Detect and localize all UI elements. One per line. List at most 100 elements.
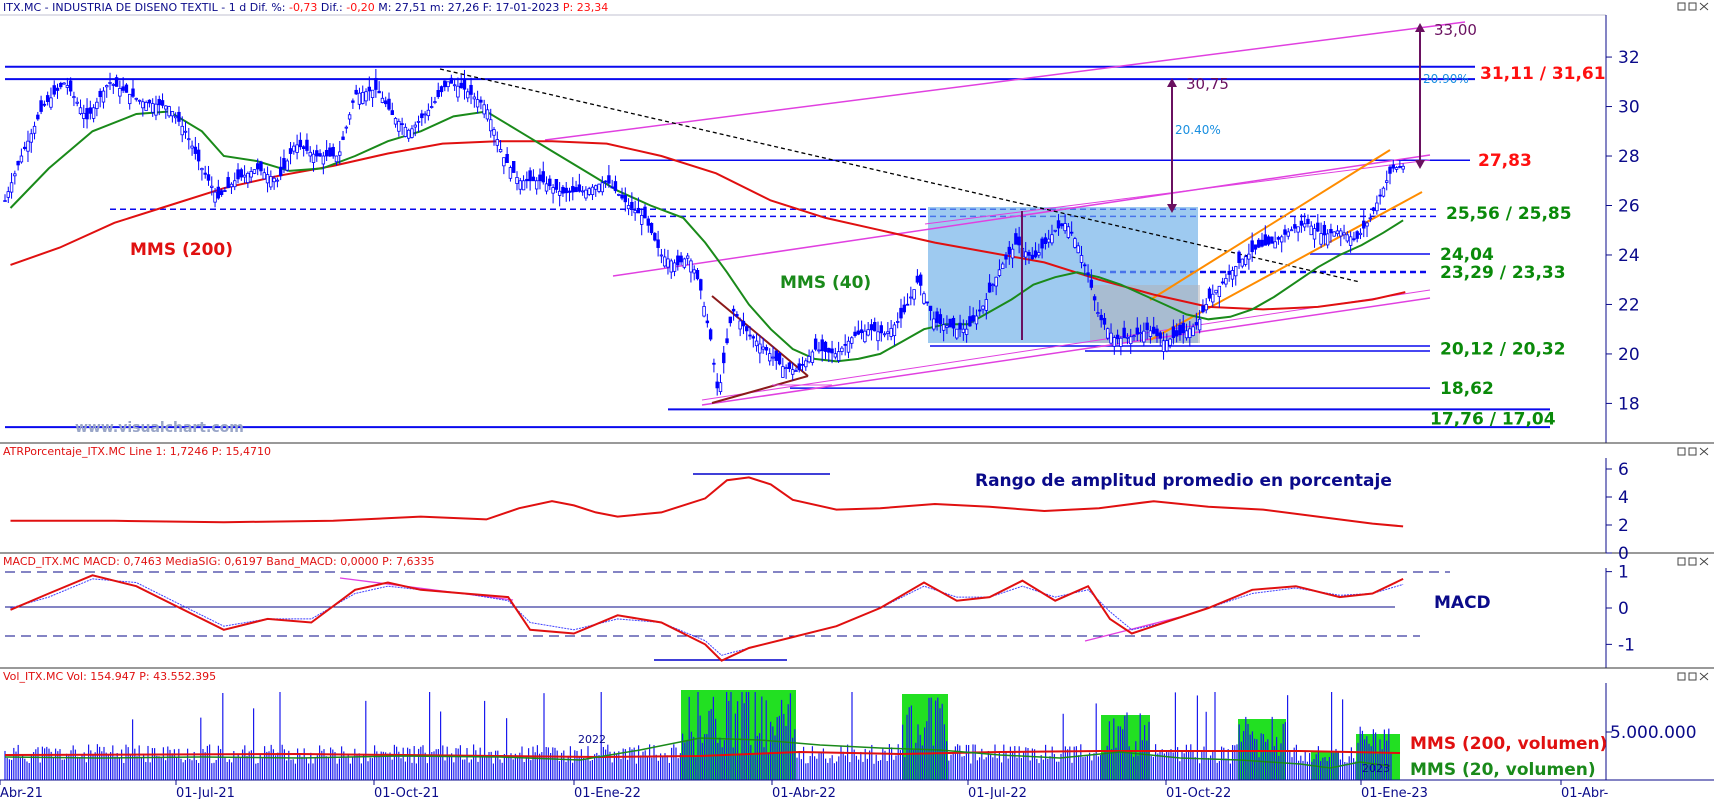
volume-mms200-label: MMS (200, volumen) [1410,734,1607,754]
price-header-p: P: 23,34 [563,1,608,14]
minimize-icon[interactable] [1677,2,1686,11]
candle [1247,253,1251,260]
x-tick-label: 01-Oct-22 [1166,786,1231,799]
macd-close-icon[interactable] [1699,557,1709,566]
candle [1155,328,1159,337]
candle [459,82,463,89]
candle [1299,220,1304,226]
candle [1083,264,1087,267]
candle [938,314,943,325]
candle [36,114,40,120]
macd-header: MACD_ITX.MC MACD: 0,7463 MediaSIG: 0,619… [3,555,435,568]
candle [876,331,880,342]
candle [856,330,861,335]
volume-minimize-icon[interactable] [1677,672,1686,681]
candle [626,205,631,210]
candle [722,352,726,364]
candle [295,144,299,153]
candle [771,356,775,359]
candle [584,189,588,199]
candle [147,99,152,104]
candle [804,360,808,368]
candle [1394,167,1399,170]
candle [344,126,349,129]
macd-minimize-icon[interactable] [1677,557,1686,566]
volume-close-icon[interactable] [1699,672,1709,681]
atr-minimize-icon[interactable] [1677,447,1686,456]
candle [1148,330,1153,337]
candle [525,178,529,182]
candle [52,85,56,95]
candle [1115,334,1120,340]
candle [574,187,578,193]
level-label: 20,12 / 20,32 [1440,339,1566,359]
candle [955,328,959,339]
candle [699,279,703,291]
candle [55,87,60,91]
volume-window-controls[interactable] [1677,672,1709,681]
candle [695,269,700,280]
candle [1096,312,1100,315]
candle [180,125,184,136]
volume-maximize-icon[interactable] [1688,672,1697,681]
candle [915,275,920,283]
candle [13,173,17,177]
candle [594,185,598,190]
candle [367,86,372,92]
candle [741,320,746,327]
candle [521,180,526,191]
candle [1217,285,1222,298]
close-icon[interactable] [1699,2,1709,11]
candle [882,333,887,336]
candle [889,327,893,337]
candle [206,174,211,181]
mms40-label: MMS (40) [780,273,871,293]
candle [429,106,434,108]
candle [708,329,713,340]
atr-y-tick: 0 [1618,544,1629,564]
price-header-rest: M: 27,51 m: 27,26 F: 17-01-2023 [375,1,563,14]
candle [1388,166,1392,174]
candle [935,311,939,323]
atr-close-icon[interactable] [1699,447,1709,456]
candle [1184,330,1189,339]
candle [331,146,335,157]
candle [1365,222,1369,227]
candle [768,353,772,362]
channel-lower-line [701,297,1431,406]
candle [1398,166,1402,168]
candle [548,178,552,187]
candle [144,101,148,111]
x-tick-label: 01-Ene-22 [574,786,641,799]
candle [134,97,138,100]
macd-y-tick: -1 [1618,635,1635,655]
candle [1017,236,1021,246]
candle [941,324,946,331]
candle [869,324,874,331]
candle [748,334,752,337]
atr-maximize-icon[interactable] [1688,447,1697,456]
candle [544,183,549,192]
maximize-icon[interactable] [1688,2,1697,11]
atr-window-controls[interactable] [1677,447,1709,456]
candle [91,107,96,119]
candle [1030,254,1034,260]
candle [1158,332,1162,339]
price-y-tick: 30 [1618,98,1640,118]
price-window-controls[interactable] [1677,2,1709,11]
candle [492,129,496,136]
macd-maximize-icon[interactable] [1688,557,1697,566]
candle [1037,252,1041,256]
level-label: 18,62 [1440,379,1494,399]
candle [1263,234,1267,246]
candle [150,103,155,113]
price-header-dif-pct: -0,73 [289,1,317,14]
candle [98,90,102,98]
orange-trend-lower [1149,191,1423,341]
candle [1168,338,1172,346]
candle [219,190,224,196]
candle [482,104,486,115]
candle [534,180,539,190]
macd-window-controls[interactable] [1677,557,1709,566]
candle [236,169,240,180]
